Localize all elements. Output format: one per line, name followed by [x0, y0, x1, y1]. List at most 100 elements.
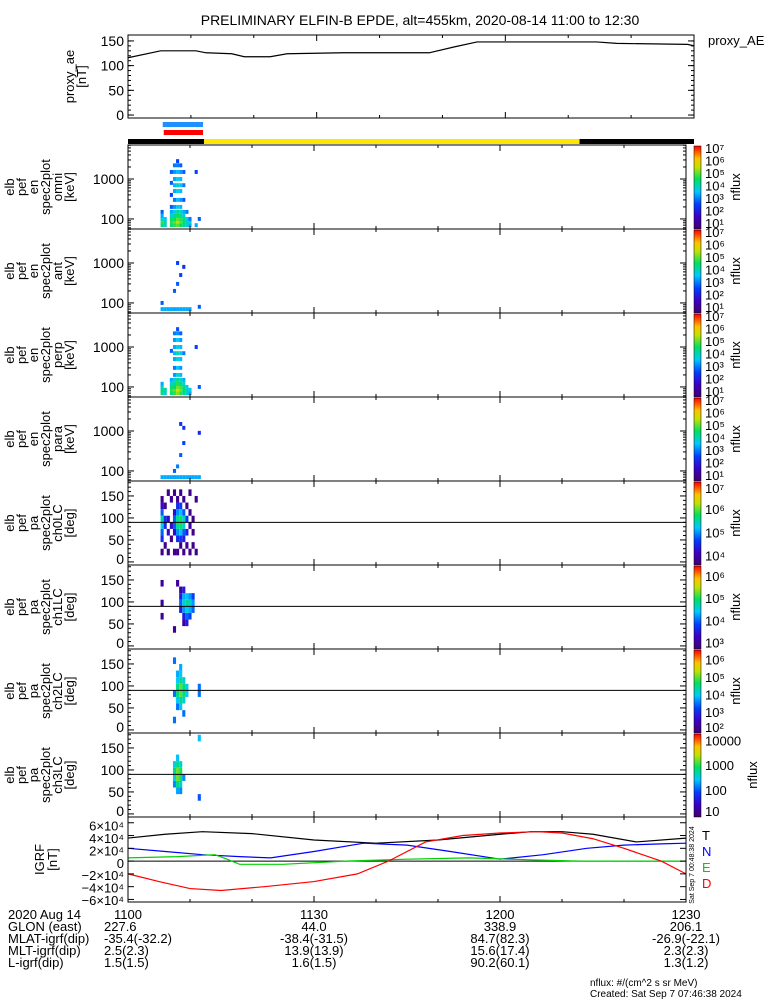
spectrogram-cell [176, 357, 180, 361]
colorbar-tick-label: 10¹ [705, 216, 724, 231]
spectrogram-cell [179, 515, 183, 523]
y-tick-label: 0 [116, 635, 124, 651]
spectrogram-cell [172, 345, 177, 349]
spectrogram-cell [179, 502, 183, 510]
panel-axis-label: pef [14, 766, 29, 784]
spectrogram-cell [160, 300, 164, 305]
orbit-segment-bar [204, 139, 580, 144]
spectrogram-cell [172, 716, 177, 724]
spectrogram-cell [160, 475, 164, 480]
spectrogram-cell [185, 593, 189, 600]
y-tick-label: −6×10⁴ [82, 893, 124, 908]
panel-axis-label: en [26, 432, 41, 446]
y-tick-label: 1000 [93, 423, 124, 439]
spectrogram-cell [160, 223, 164, 228]
spectrogram-cell [169, 307, 173, 312]
colorbar [693, 733, 702, 818]
spectrogram-cell [160, 495, 164, 503]
spectrogram-cell [179, 703, 183, 711]
spectrogram-cell [172, 183, 177, 188]
spectrogram-cell [163, 216, 167, 221]
spectrogram-cell [176, 754, 180, 762]
spectrogram-cell [160, 599, 164, 607]
spectrogram-cell [172, 197, 177, 202]
spectrogram-cell [179, 670, 183, 678]
proxy-ae-axis-label: [nT] [74, 65, 89, 87]
y-tick-label: 1000 [93, 255, 124, 271]
spectrogram-cell [182, 677, 186, 684]
spectrogram-cell [179, 774, 183, 781]
panel-axis-label: omni [50, 173, 65, 201]
spectrogram-cell [179, 177, 183, 181]
spectrogram-cell [169, 381, 173, 386]
spectrogram-cell [169, 204, 173, 209]
spectrogram-cell [185, 599, 189, 607]
spectrogram-cell [182, 307, 186, 312]
spectrogram-cell [160, 528, 164, 536]
colorbar-tick-label: 10⁵ [705, 166, 725, 181]
y-tick-label: 150 [101, 656, 125, 672]
colorbar-tick-label: 10⁶ [705, 322, 725, 337]
spectrogram-cell [179, 522, 183, 529]
spectrogram-cell [172, 690, 177, 697]
spectrogram-cell [176, 464, 180, 469]
spectrogram-cell [179, 331, 183, 336]
spectrogram-cell [182, 264, 186, 269]
panel-axis-label: pef [14, 346, 29, 364]
panel-axis-label: pef [14, 682, 29, 700]
igrf-legend-T: T [702, 828, 710, 843]
spectrogram-cell [172, 288, 177, 293]
colorbar-tick-label: 1000 [705, 758, 734, 773]
y-tick-label: 100 [101, 295, 125, 311]
spectrogram-cell [179, 209, 183, 214]
spectrogram-cell [179, 189, 183, 193]
panel-axis-label: elb [2, 178, 17, 195]
spectrogram-cell [160, 515, 164, 523]
spectrogram-cell [176, 183, 180, 188]
spectrogram-cell [188, 475, 192, 480]
spectrogram-cell [172, 528, 177, 536]
ephemeris-value: 15.6(17.4) [470, 943, 529, 958]
spectrogram-cell [182, 197, 186, 202]
colorbar-tick-label: 10² [705, 720, 724, 735]
spectrogram-cell [194, 223, 198, 228]
y-tick-label: 100 [101, 678, 125, 694]
spectrogram-cell [176, 761, 180, 768]
spectrogram-cell [169, 209, 173, 214]
y-tick-label: 50 [108, 82, 124, 98]
spectrogram-cell [179, 307, 183, 312]
spectrogram-cell [179, 219, 183, 224]
spectrogram-cell [172, 351, 177, 356]
spectrogram-cell [176, 522, 180, 529]
spectrogram-cell [194, 495, 198, 503]
spectrogram-cell [188, 509, 192, 516]
spectrogram-cell [160, 381, 164, 386]
y-tick-label: −2×10⁴ [82, 868, 124, 883]
panel-axis-label: ch2LC [50, 672, 65, 710]
colorbar-tick-label: 10⁴ [705, 549, 725, 564]
spectrogram-cell [182, 223, 186, 228]
ephemeris-value: 2.5(2.3) [104, 943, 149, 958]
spectrogram-cell [185, 223, 189, 228]
spectrogram-cell [179, 183, 183, 188]
y-tick-label: 100 [101, 58, 125, 74]
spectrogram-cell [169, 216, 173, 221]
panel-axis-label: elb [2, 514, 17, 531]
y-tick-label: 2×10⁴ [89, 843, 124, 858]
spectrogram-cell [172, 548, 177, 556]
spectrogram-cell [172, 331, 177, 336]
colorbar-label: nflux [728, 173, 743, 201]
spectrogram-cell [188, 548, 192, 556]
spectrogram-cell [176, 780, 180, 788]
spectrogram-cell [191, 606, 195, 613]
colorbar-tick-label: 10⁶ [705, 653, 725, 668]
spectrogram-cell [179, 223, 183, 228]
spectrogram-cell [182, 548, 186, 556]
igrf-legend-E: E [702, 860, 711, 875]
spectrogram-cell [188, 216, 192, 221]
igrf-E-line [127, 854, 686, 865]
colorbar-tick-label: 100 [705, 783, 727, 798]
spectrogram-cell [182, 593, 186, 600]
spectrogram-cell [172, 177, 177, 181]
